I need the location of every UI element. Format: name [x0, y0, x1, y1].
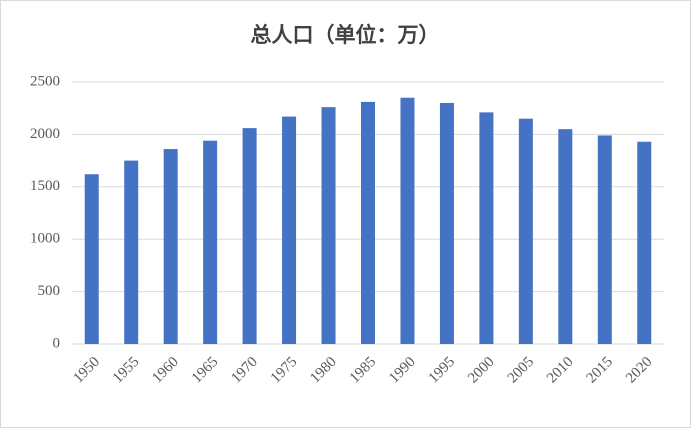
- bar: [597, 135, 612, 344]
- bar: [479, 112, 494, 344]
- bar: [439, 102, 454, 345]
- bar: [282, 116, 297, 344]
- bar: [321, 107, 336, 344]
- bar: [361, 101, 375, 344]
- bar: [124, 160, 139, 344]
- bar: [84, 174, 99, 344]
- bar: [637, 141, 652, 344]
- y-tick-label: 1000: [30, 231, 60, 247]
- bar: [558, 129, 573, 344]
- bar: [518, 118, 533, 345]
- y-tick-label: 2500: [30, 73, 60, 89]
- y-tick-label: 500: [38, 283, 61, 299]
- bar: [400, 97, 415, 344]
- bar: [242, 128, 257, 344]
- y-tick-label: 2000: [30, 126, 60, 142]
- chart-title: 总人口（单位：万）: [251, 23, 440, 47]
- bar: [203, 140, 218, 344]
- bar: [163, 149, 178, 344]
- y-tick-label: 1500: [30, 178, 60, 194]
- y-tick-label: 0: [53, 335, 61, 351]
